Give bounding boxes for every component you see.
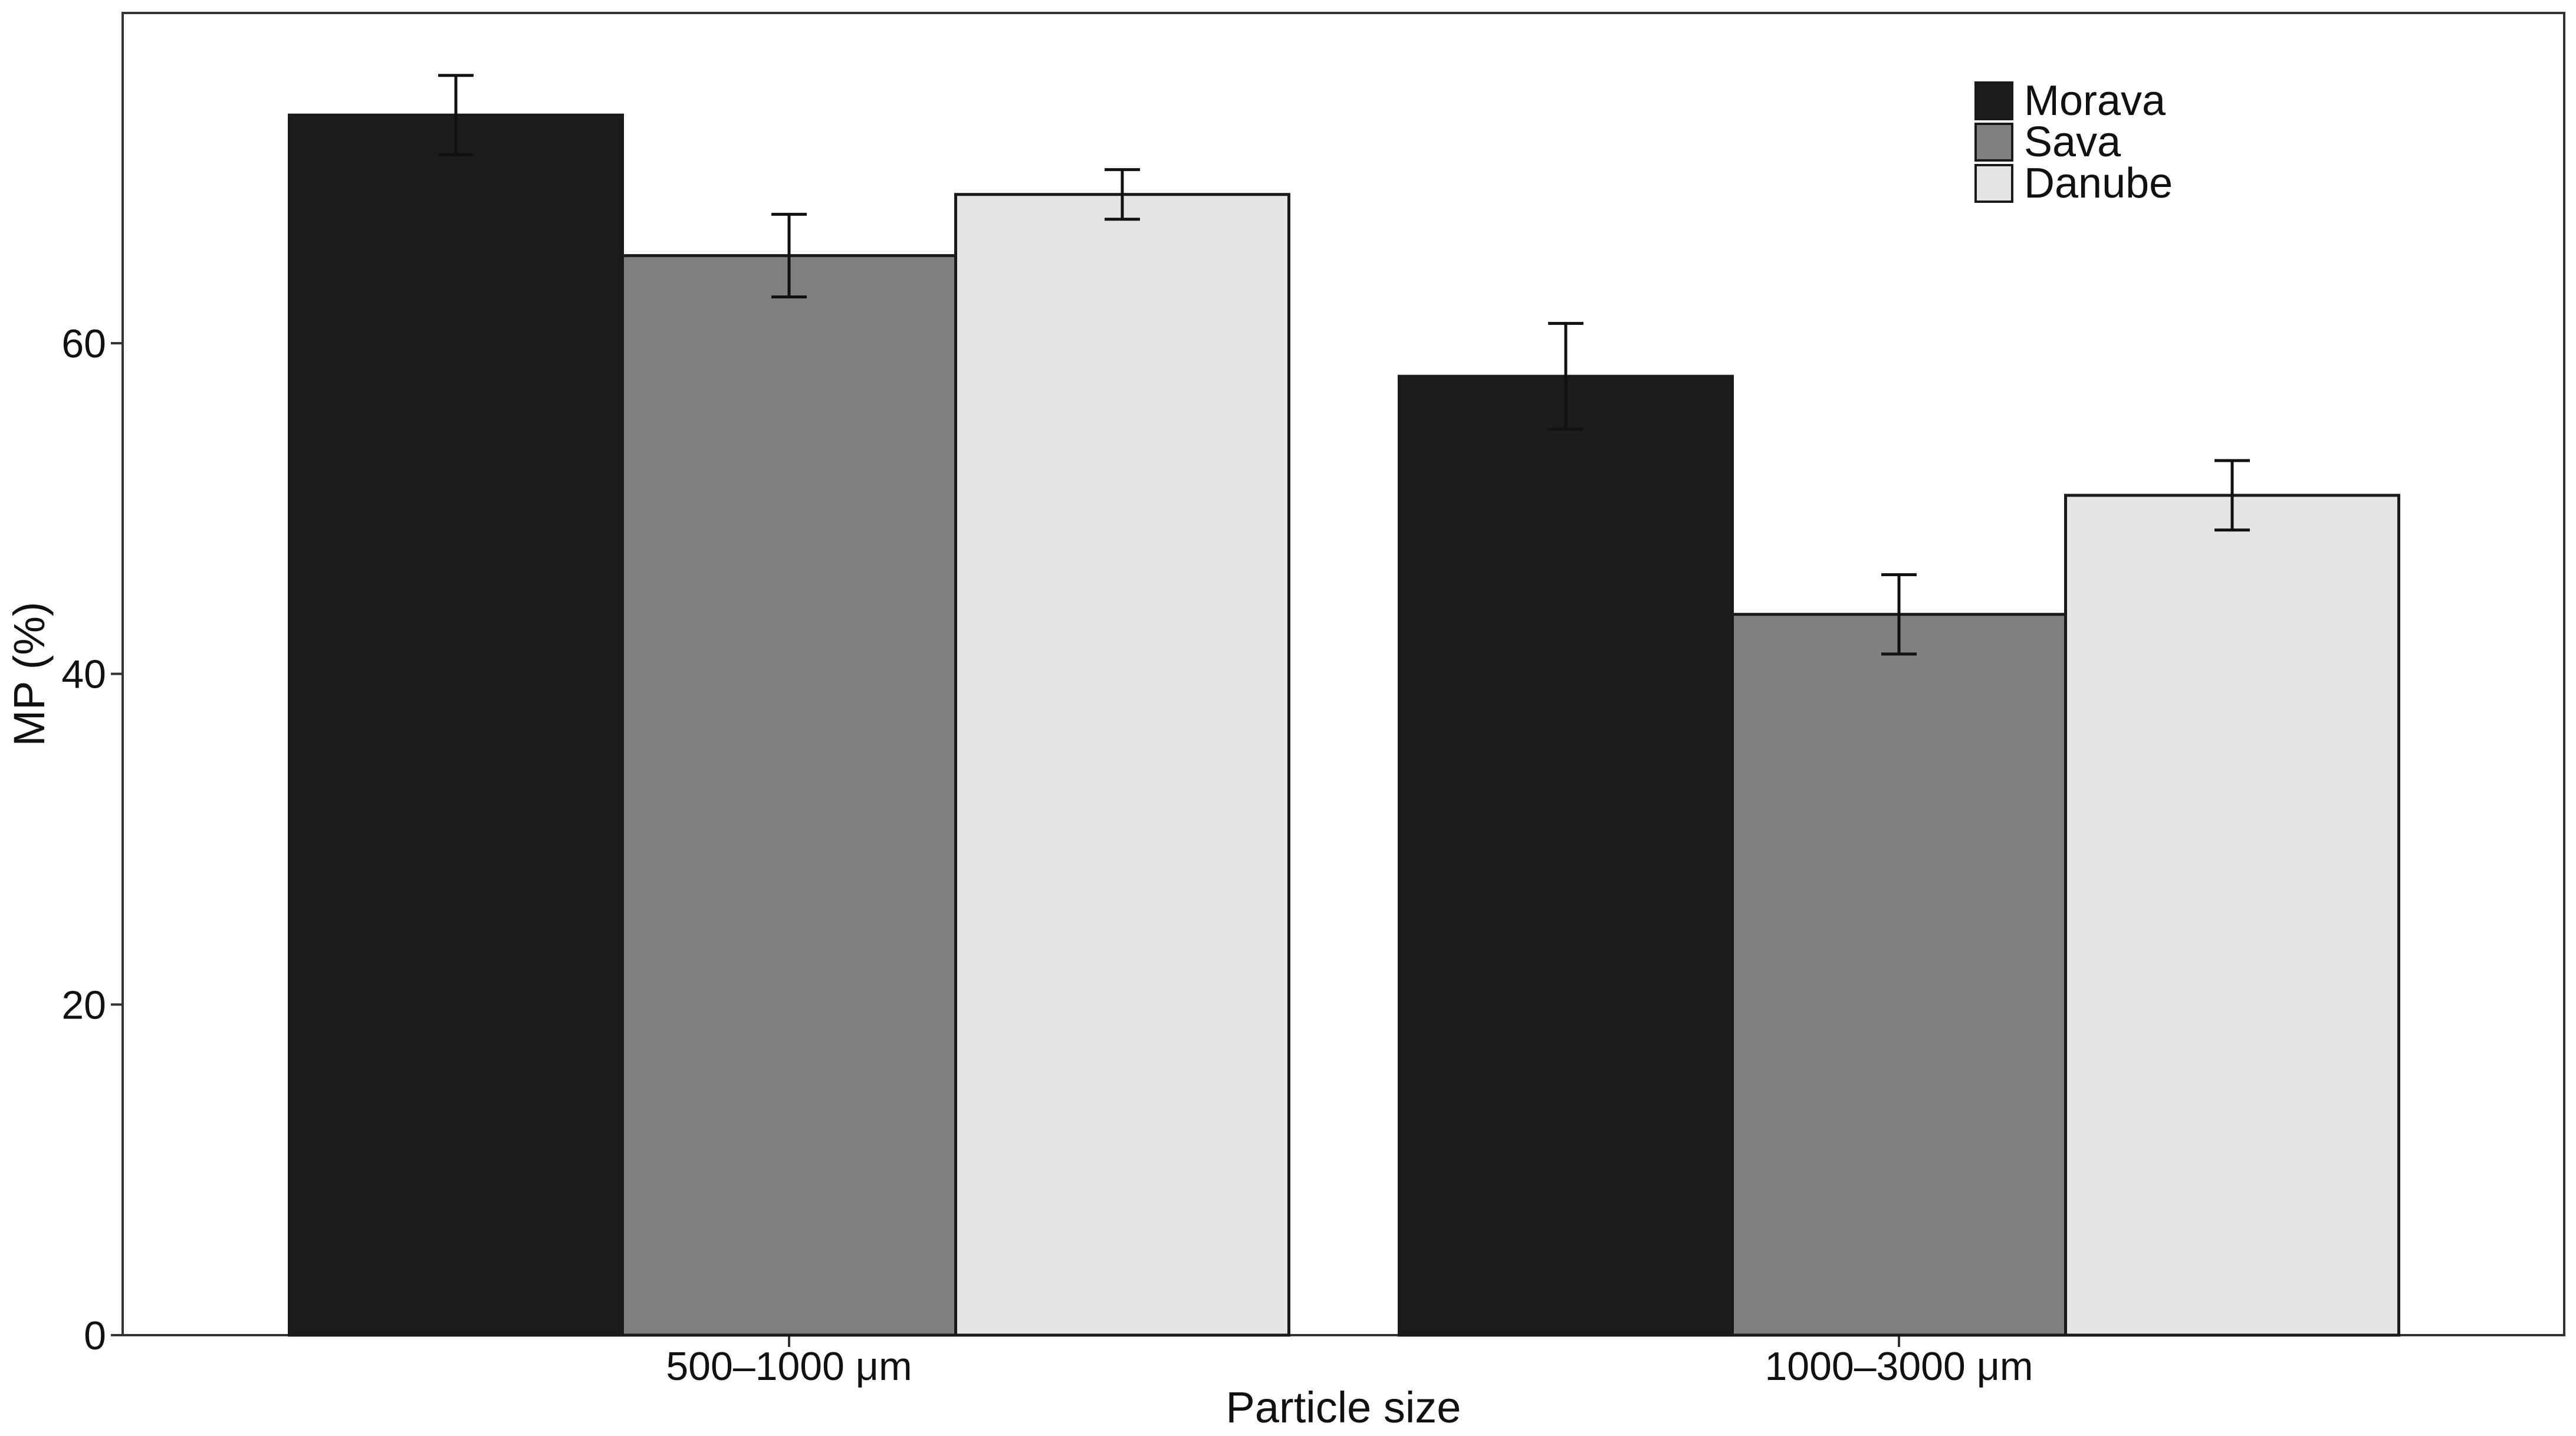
legend-swatch-danube xyxy=(1974,164,2013,203)
y-axis: 0 20 40 60 xyxy=(61,321,123,1358)
bar-sava xyxy=(621,254,957,1337)
y-tick-label: 40 xyxy=(61,652,106,697)
x-tick-label: 500–1000 μm xyxy=(666,1344,912,1389)
legend-label-sava: Sava xyxy=(2024,119,2121,166)
error-bar-sava xyxy=(771,212,807,299)
legend-swatch-morava xyxy=(1974,81,2013,120)
bar-danube xyxy=(2064,494,2400,1337)
y-tick-label: 0 xyxy=(84,1313,106,1358)
bar-morava xyxy=(288,113,624,1337)
error-bar-danube xyxy=(2214,459,2250,532)
error-bar-morava xyxy=(1548,321,1583,431)
error-bar-danube xyxy=(1105,168,1140,221)
error-bar-sava xyxy=(1881,573,1917,656)
x-tick-label: 1000–3000 μm xyxy=(1765,1344,2033,1389)
legend-label-danube: Danube xyxy=(2024,160,2173,207)
bar-danube xyxy=(954,193,1290,1337)
error-bar-group xyxy=(438,74,2250,656)
y-axis-title: MP (%) xyxy=(5,602,54,746)
y-tick-label: 60 xyxy=(61,321,106,366)
x-axis-title: Particle size xyxy=(1226,1383,1461,1432)
bar-series-group xyxy=(288,113,2400,1337)
legend-swatch-sava xyxy=(1974,123,2013,162)
x-axis: 500–1000 μm 1000–3000 μm xyxy=(666,1335,2033,1389)
bar-sava xyxy=(1731,613,2067,1337)
bar-morava xyxy=(1398,374,1734,1337)
error-bar-morava xyxy=(438,74,474,156)
legend-label-morava: Morava xyxy=(2024,77,2166,124)
y-tick-label: 20 xyxy=(61,982,106,1027)
